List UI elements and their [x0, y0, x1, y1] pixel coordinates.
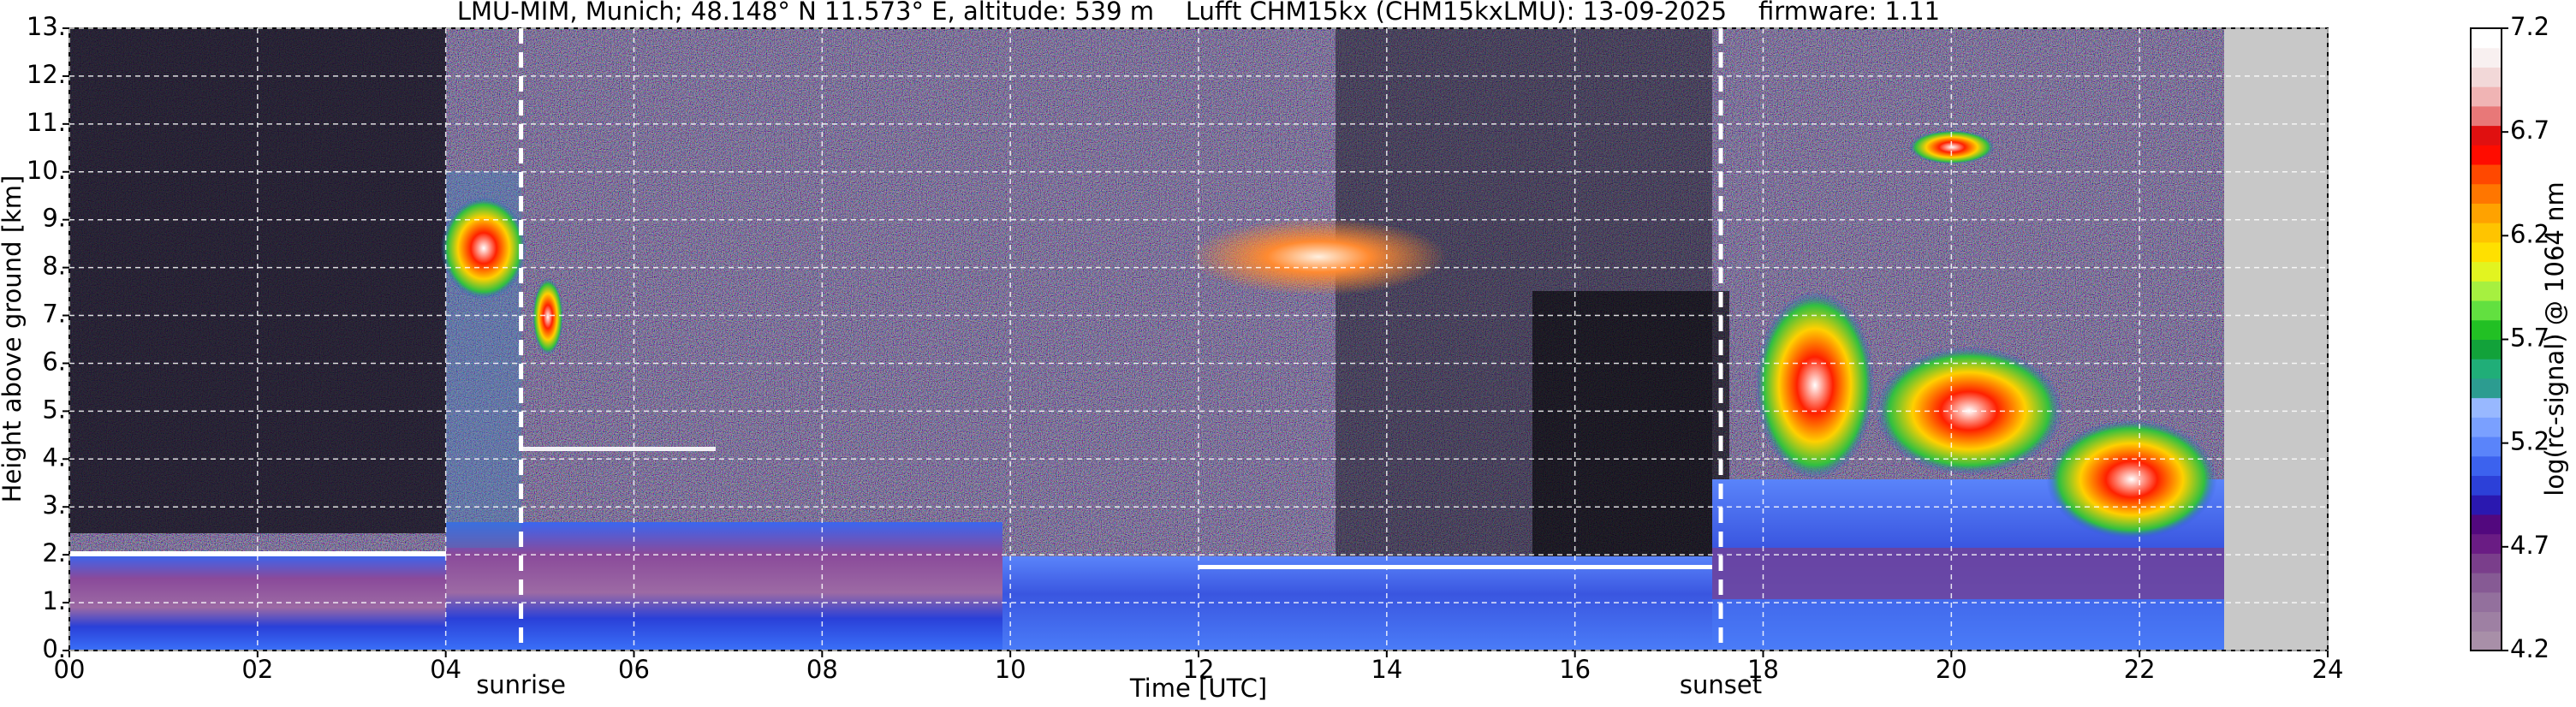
- colorbar-swatch: [2471, 300, 2502, 321]
- backscatter-image: [68, 27, 2329, 651]
- colorbar-swatch: [2471, 631, 2502, 651]
- colorbar-swatch: [2471, 339, 2502, 359]
- colorbar-tick-label: 7.2: [2510, 12, 2549, 41]
- y-tick-label: 12.: [27, 60, 66, 89]
- colorbar-swatch: [2471, 397, 2502, 418]
- chart-title: LMU-MIM, Munich; 48.148° N 11.573° E, al…: [457, 0, 1940, 26]
- x-tick-label: 14: [1371, 655, 1402, 684]
- colorbar-tick-label: 5.2: [2510, 427, 2549, 456]
- x-tick-label: 00: [54, 655, 86, 684]
- colorbar-swatch: [2471, 437, 2502, 457]
- y-tick-label: 9.: [42, 204, 66, 233]
- colorbar-swatch: [2471, 261, 2502, 282]
- colorbar-tick-label: 4.7: [2510, 531, 2549, 560]
- y-tick-label: 4.: [42, 443, 66, 472]
- colorbar-tick-label: 4.2: [2510, 634, 2549, 663]
- y-tick-label: 3.: [42, 490, 66, 520]
- x-tick-label: 16: [1559, 655, 1591, 684]
- colorbar-swatch: [2471, 495, 2502, 515]
- y-tick-label: 8.: [42, 252, 66, 281]
- y-tick-label: 2.: [42, 538, 66, 567]
- colorbar-swatch: [2471, 105, 2502, 127]
- x-tick-label: 18: [1747, 655, 1779, 684]
- colorbar-swatch: [2471, 573, 2502, 593]
- colorbar-tick-label: 6.7: [2510, 116, 2549, 145]
- colorbar-swatch: [2471, 553, 2502, 573]
- x-tick-label: 22: [2124, 655, 2156, 684]
- colorbar-swatch: [2471, 223, 2502, 243]
- colorbar-swatch: [2471, 417, 2502, 437]
- colorbar-tick-label: 6.2: [2510, 219, 2549, 248]
- colorbar-swatch: [2471, 281, 2502, 301]
- x-tick-label: 10: [995, 655, 1026, 684]
- colorbar-swatch: [2471, 591, 2502, 613]
- x-tick-label: 12: [1183, 655, 1215, 684]
- colorbar-swatch: [2471, 611, 2502, 632]
- colorbar-swatch: [2471, 359, 2502, 379]
- colorbar-swatch: [2471, 47, 2502, 68]
- colorbar-swatch: [2471, 241, 2502, 263]
- colorbar-swatch: [2471, 475, 2502, 496]
- y-tick-label: 0.: [42, 634, 66, 663]
- colorbar-swatch: [2471, 203, 2502, 223]
- annotation-label: sunrise: [476, 670, 566, 699]
- y-tick-label: 13.: [27, 12, 66, 41]
- y-tick-label: 1.: [42, 586, 66, 615]
- colorbar-swatch: [2471, 514, 2502, 535]
- x-tick-label: 02: [241, 655, 273, 684]
- colorbar-swatch: [2471, 86, 2502, 107]
- colorbar-tick-label: 5.7: [2510, 324, 2549, 353]
- y-tick-label: 10.: [27, 156, 66, 185]
- colorbar-swatch: [2471, 183, 2502, 204]
- colorbar-swatch: [2471, 377, 2502, 399]
- x-tick-label: 24: [2312, 655, 2344, 684]
- colorbar-label: log(rc-signal) @ 1064 nm: [2540, 181, 2569, 496]
- colorbar-swatch: [2471, 533, 2502, 554]
- colorbar-swatch: [2471, 455, 2502, 477]
- colorbar-swatch: [2471, 67, 2502, 87]
- y-tick-label: 11.: [27, 108, 66, 137]
- colorbar-swatch: [2471, 164, 2502, 185]
- y-tick-label: 7.: [42, 300, 66, 329]
- colorbar-swatch: [2471, 28, 2502, 49]
- x-tick-label: 04: [430, 655, 461, 684]
- colorbar-swatch: [2471, 125, 2502, 146]
- x-tick-label: 08: [806, 655, 838, 684]
- x-tick-label: 20: [1936, 655, 1967, 684]
- colorbar-swatch: [2471, 145, 2502, 165]
- y-tick-label: 6.: [42, 347, 66, 376]
- x-axis-label: Time [UTC]: [1129, 674, 1267, 703]
- x-tick-label: 06: [618, 655, 650, 684]
- y-tick-label: 5.: [42, 395, 66, 424]
- colorbar-swatch: [2471, 319, 2502, 340]
- annotation-label: sunset: [1680, 670, 1762, 699]
- y-axis-label: Height above ground [km]: [0, 175, 27, 503]
